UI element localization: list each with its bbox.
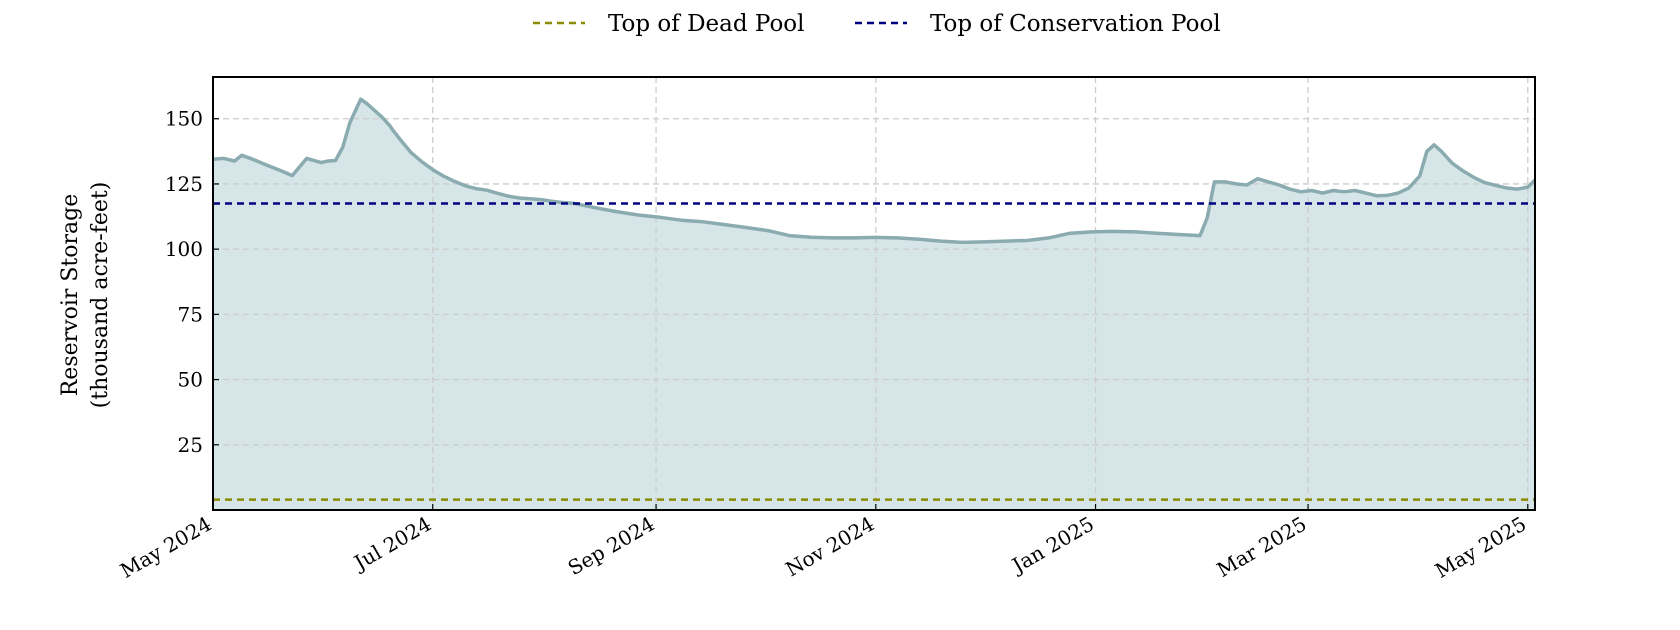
y-tick-label: 50 bbox=[178, 368, 203, 392]
y-axis-label-line-1: Reservoir Storage bbox=[58, 194, 83, 397]
x-tick-label: Jul 2024 bbox=[348, 512, 435, 576]
legend: Top of Dead Pool Top of Conservation Poo… bbox=[533, 11, 1221, 37]
storage-series-line bbox=[212, 97, 1537, 245]
x-tick-label: Jan 2025 bbox=[1006, 512, 1098, 579]
x-tick-label: May 2024 bbox=[116, 512, 215, 583]
storage-area-fill bbox=[213, 99, 1535, 510]
x-tick-label: Nov 2024 bbox=[781, 512, 878, 582]
x-tick-label: Mar 2025 bbox=[1213, 512, 1311, 582]
y-tick-label: 125 bbox=[165, 172, 203, 196]
y-tick-label: 25 bbox=[178, 433, 203, 457]
y-axis-label: Reservoir Storage (thousand acre-feet) bbox=[58, 182, 113, 409]
plot-frame bbox=[212, 76, 1536, 511]
x-tick-label: May 2025 bbox=[1431, 512, 1530, 583]
legend-label-dead-pool: Top of Dead Pool bbox=[608, 11, 805, 37]
x-tick-label: Sep 2024 bbox=[564, 512, 659, 581]
y-tick-label: 150 bbox=[165, 107, 203, 131]
y-axis-label-line-2: (thousand acre-feet) bbox=[88, 182, 113, 409]
legend-label-conservation-pool: Top of Conservation Pool bbox=[930, 11, 1221, 37]
y-tick-label: 100 bbox=[165, 237, 203, 261]
y-tick-label: 75 bbox=[178, 302, 203, 326]
